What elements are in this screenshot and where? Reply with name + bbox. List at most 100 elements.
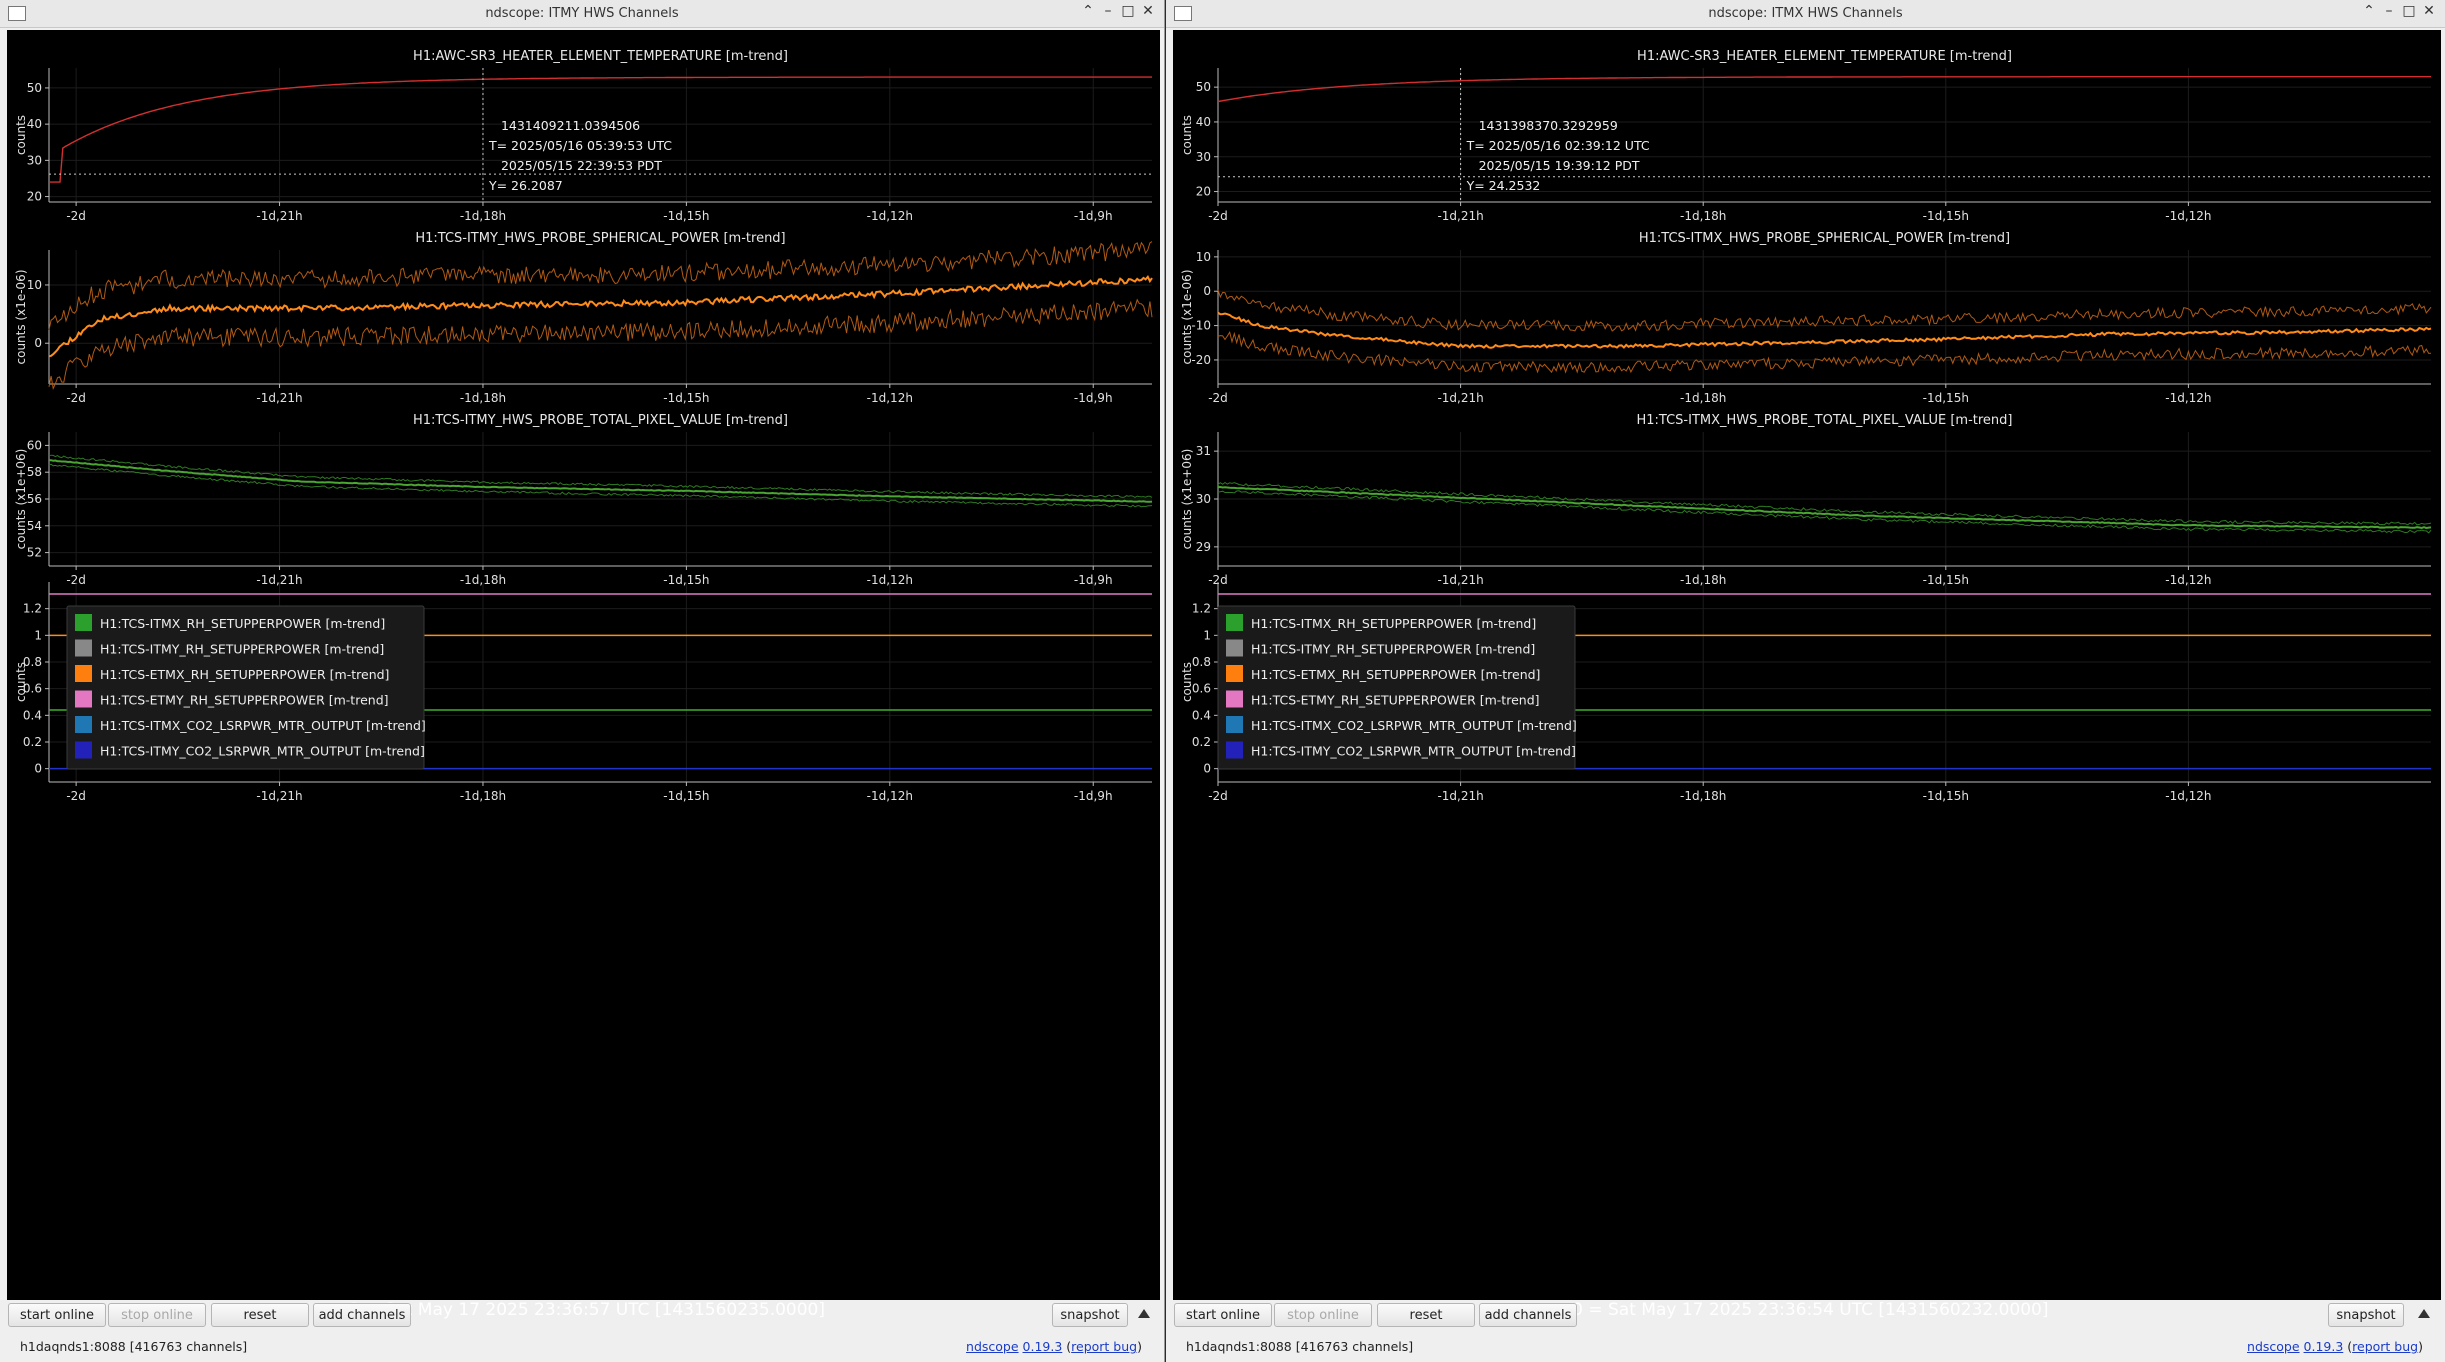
close-icon[interactable]: ✕ (2423, 3, 2435, 19)
keep-above-icon[interactable]: ⌃ (1082, 3, 1094, 19)
nds-server-status: h1daqnds1:8088 [416763 channels] (1186, 1339, 1414, 1354)
series-min-line (1217, 490, 2432, 534)
app-icon (1174, 6, 1192, 21)
y-tick-label: -20 (1191, 353, 1211, 367)
series-line (1217, 76, 2431, 103)
plot-area[interactable]: H1:AWC-SR3_HEATER_ELEMENT_TEMPERATURE [m… (7, 30, 1160, 1320)
x-tick-label: -1d,9h (1074, 789, 1113, 803)
report-bug-link[interactable]: report bug (2352, 1339, 2419, 1354)
maximize-icon[interactable]: □ (1121, 3, 1135, 19)
x-tick-label: -1d,18h (460, 391, 506, 405)
expand-up-icon[interactable] (2418, 1309, 2430, 1318)
plot-title: H1:AWC-SR3_HEATER_ELEMENT_TEMPERATURE [m… (1637, 49, 2012, 64)
start-online-button[interactable]: start online (8, 1303, 106, 1327)
y-tick-label: 40 (27, 117, 42, 131)
legend-box (66, 605, 425, 770)
report-bug-link[interactable]: report bug (1071, 1339, 1138, 1354)
x-tick-label: -2d (1208, 209, 1228, 223)
plots-canvas[interactable]: H1:AWC-SR3_HEATER_ELEMENT_TEMPERATURE [m… (1173, 30, 2441, 1300)
x-tick-label: -2d (66, 573, 86, 587)
legend-swatch (1226, 741, 1243, 759)
ndscope-link[interactable]: ndscope (2247, 1339, 2300, 1354)
y-tick-label: 56 (27, 492, 42, 506)
x-tick-label: -1d,12h (2165, 789, 2211, 803)
start-online-button[interactable]: start online (1174, 1303, 1272, 1327)
legend-label: H1:TCS-ETMY_RH_SETUPPERPOWER [m-trend] (100, 693, 389, 708)
y-axis-label: counts (14, 115, 28, 155)
series-max-line (1217, 481, 2432, 526)
y-tick-label: 0.2 (23, 735, 42, 749)
version-link[interactable]: 0.19.3 (1022, 1339, 1063, 1354)
x-tick-label: -1d,18h (1680, 209, 1726, 223)
plot-panel-3: H1:TCS-ITMY_HWS_PROBE_TOTAL_PIXEL_VALUE … (14, 413, 1153, 587)
snapshot-button[interactable]: snapshot (2328, 1303, 2404, 1327)
series-max-line (1217, 289, 2432, 332)
keep-above-icon[interactable]: ⌃ (2363, 3, 2375, 19)
ndscope-window-itmy[interactable]: ndscope: ITMY HWS Channels ⌃ – □ ✕ H1:AWC-S… (0, 0, 1165, 1362)
x-tick-label: -2d (1208, 573, 1228, 587)
legend-label: H1:TCS-ITMX_CO2_LSRPWR_MTR_OUTPUT [m-tre… (1251, 718, 1577, 733)
y-tick-label: 40 (1196, 115, 1211, 129)
y-tick-label: 54 (27, 519, 42, 533)
title-bar[interactable]: ndscope: ITMX HWS Channels ⌃ – □ ✕ (1166, 0, 2445, 28)
y-tick-label: 0.6 (23, 682, 42, 696)
x-tick-label: -1d,12h (867, 209, 913, 223)
close-icon[interactable]: ✕ (1142, 3, 1154, 19)
plot-area[interactable]: H1:AWC-SR3_HEATER_ELEMENT_TEMPERATURE [m… (1173, 30, 2441, 1320)
y-tick-label: 0 (34, 762, 42, 776)
y-axis-label: counts (x1e+06) (14, 449, 28, 550)
reset-button[interactable]: reset (211, 1303, 309, 1327)
legend-label: H1:TCS-ITMX_RH_SETUPPERPOWER [m-trend] (100, 616, 385, 631)
reset-button[interactable]: reset (1377, 1303, 1475, 1327)
x-tick-label: -1d,15h (663, 789, 709, 803)
add-channels-button[interactable]: add channels (1479, 1303, 1577, 1327)
x-tick-label: -1d,12h (2165, 209, 2211, 223)
stop-online-button[interactable]: stop online (1274, 1303, 1372, 1327)
cursor-readout-line: Y= 26.2087 (488, 178, 563, 193)
plot-title: H1:AWC-SR3_HEATER_ELEMENT_TEMPERATURE [m… (413, 49, 788, 64)
y-tick-label: 0.8 (1192, 655, 1211, 669)
ndscope-link[interactable]: ndscope (966, 1339, 1019, 1354)
y-tick-label: 60 (27, 438, 42, 452)
minimize-icon[interactable]: – (1104, 3, 1112, 19)
cursor-readout-line: 1431409211.0394506 (501, 118, 640, 133)
plot-panel-1: H1:AWC-SR3_HEATER_ELEMENT_TEMPERATURE [m… (14, 49, 1152, 223)
stop-online-button[interactable]: stop online (108, 1303, 206, 1327)
legend-swatch (75, 639, 92, 657)
legend-swatch (1226, 690, 1243, 708)
y-axis-label: counts (1180, 662, 1194, 702)
y-axis-label: counts (x1e-06) (1180, 269, 1194, 364)
y-tick-label: 1 (1203, 628, 1211, 642)
toolbar: start online stop online reset add chann… (1166, 1303, 2445, 1331)
plot-panel-3: H1:TCS-ITMX_HWS_PROBE_TOTAL_PIXEL_VALUE … (1180, 413, 2432, 587)
cursor-readout-line: T= 2025/05/16 05:39:53 UTC (488, 138, 672, 153)
y-tick-label: 0.6 (1192, 682, 1211, 696)
plot-panel-1: H1:AWC-SR3_HEATER_ELEMENT_TEMPERATURE [m… (1180, 49, 2431, 223)
x-tick-label: -1d,21h (1437, 573, 1483, 587)
legend-swatch (75, 741, 92, 759)
plot-panel-2: H1:TCS-ITMX_HWS_PROBE_SPHERICAL_POWER [m… (1180, 231, 2432, 405)
plots-canvas[interactable]: H1:AWC-SR3_HEATER_ELEMENT_TEMPERATURE [m… (7, 30, 1160, 1300)
plot-panel-2: H1:TCS-ITMY_HWS_PROBE_SPHERICAL_POWER [m… (14, 231, 1153, 405)
y-tick-label: 50 (1196, 80, 1211, 94)
x-tick-label: -1d,21h (256, 391, 302, 405)
maximize-icon[interactable]: □ (2402, 3, 2416, 19)
expand-up-icon[interactable] (1138, 1309, 1150, 1318)
title-bar[interactable]: ndscope: ITMY HWS Channels ⌃ – □ ✕ (0, 0, 1164, 28)
x-tick-label: -1d,15h (663, 573, 709, 587)
version-link[interactable]: 0.19.3 (2303, 1339, 2344, 1354)
x-tick-label: -1d,18h (460, 209, 506, 223)
snapshot-button[interactable]: snapshot (1052, 1303, 1128, 1327)
legend-label: H1:TCS-ITMX_CO2_LSRPWR_MTR_OUTPUT [m-tre… (100, 718, 426, 733)
y-tick-label: 0 (34, 336, 42, 350)
x-tick-label: -1d,15h (663, 209, 709, 223)
add-channels-button[interactable]: add channels (313, 1303, 411, 1327)
series-max-line (48, 454, 1153, 498)
x-tick-label: -2d (1208, 789, 1228, 803)
y-tick-label: 58 (27, 465, 42, 479)
ndscope-window-itmx[interactable]: ndscope: ITMX HWS Channels ⌃ – □ ✕ H1:AWC-S… (1166, 0, 2445, 1362)
x-tick-label: -1d,21h (256, 573, 302, 587)
minimize-icon[interactable]: – (2385, 3, 2393, 19)
legend-swatch (75, 665, 92, 682)
x-tick-label: -1d,12h (867, 391, 913, 405)
